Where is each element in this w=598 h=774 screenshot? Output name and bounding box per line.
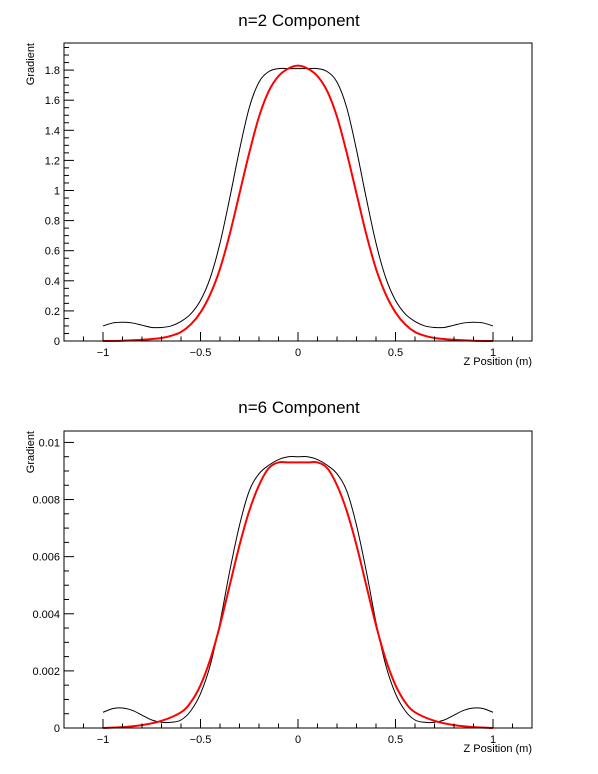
y-tick-label: 1.4 [45,125,60,137]
y-tick-label: 1.6 [45,95,60,107]
x-tick-label: 0 [295,734,301,746]
x-tick-label: −0.5 [190,734,212,746]
y-tick-label: 0.4 [45,276,60,288]
y-tick-label: 0 [54,336,60,348]
x-axis-label: Z Position (m) [464,356,532,368]
y-tick-label: 1.8 [45,65,60,77]
y-tick-label: 0.01 [39,437,60,449]
x-tick-label: −1 [97,347,110,359]
chart-title: n=2 Component [238,11,360,30]
x-tick-label: 0 [295,347,301,359]
y-tick-label: 0.2 [45,306,60,318]
chart-title: n=6 Component [238,398,360,417]
x-tick-label: 0.5 [388,734,403,746]
y-axis-label: Gradient [25,431,37,473]
x-axis-label: Z Position (m) [464,743,532,755]
y-tick-label: 0.004 [32,609,60,621]
x-tick-label: 0.5 [388,347,403,359]
x-tick-label: −0.5 [190,347,212,359]
y-tick-label: 0.6 [45,246,60,258]
y-axis-label: Gradient [25,43,37,85]
y-tick-label: 0.008 [32,495,60,507]
x-tick-label: −1 [97,734,110,746]
y-tick-label: 0 [54,723,60,735]
y-tick-label: 1.2 [45,155,60,167]
y-tick-label: 0.006 [32,552,60,564]
y-tick-label: 1 [54,185,60,197]
y-tick-label: 0.8 [45,216,60,228]
y-tick-label: 0.002 [32,666,60,678]
